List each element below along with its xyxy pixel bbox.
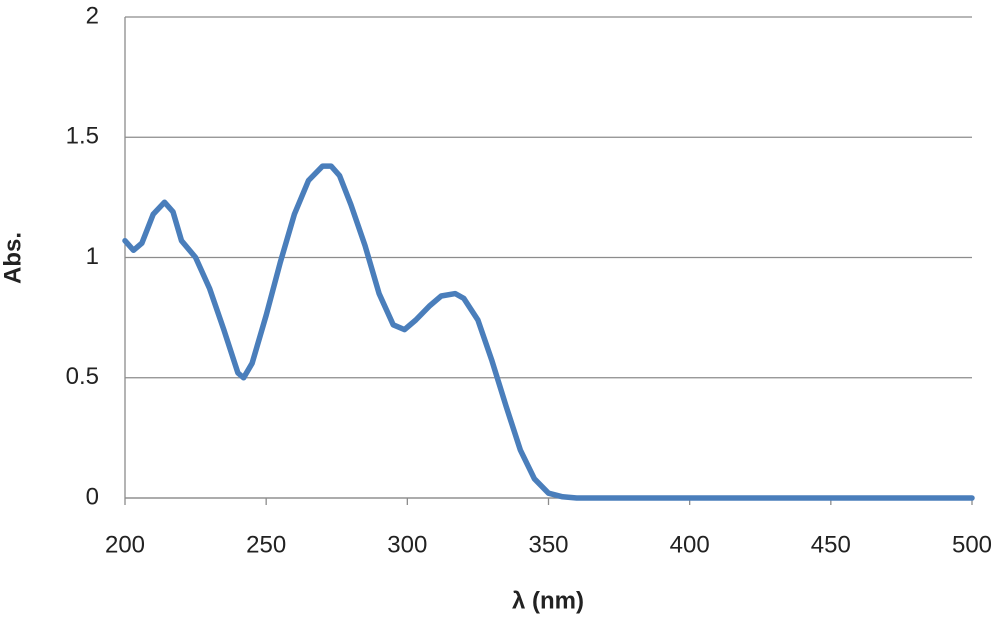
x-tick-label: 500 — [952, 531, 992, 558]
y-tick-label: 0.5 — [66, 363, 99, 390]
y-tick-label: 1 — [86, 243, 99, 270]
y-tick-label: 2 — [86, 2, 99, 29]
x-tick-label: 250 — [246, 531, 286, 558]
x-tick-label: 350 — [528, 531, 568, 558]
x-tick-label: 400 — [670, 531, 710, 558]
x-axis-title: λ (nm) — [512, 587, 584, 614]
y-tick-label: 0 — [86, 483, 99, 510]
y-tick-label: 1.5 — [66, 123, 99, 150]
y-axis-title: Abs. — [0, 232, 26, 284]
spectrum-line — [122, 163, 975, 501]
x-tick-label: 300 — [387, 531, 427, 558]
x-tick-label: 200 — [105, 531, 145, 558]
x-tick-label: 450 — [811, 531, 851, 558]
